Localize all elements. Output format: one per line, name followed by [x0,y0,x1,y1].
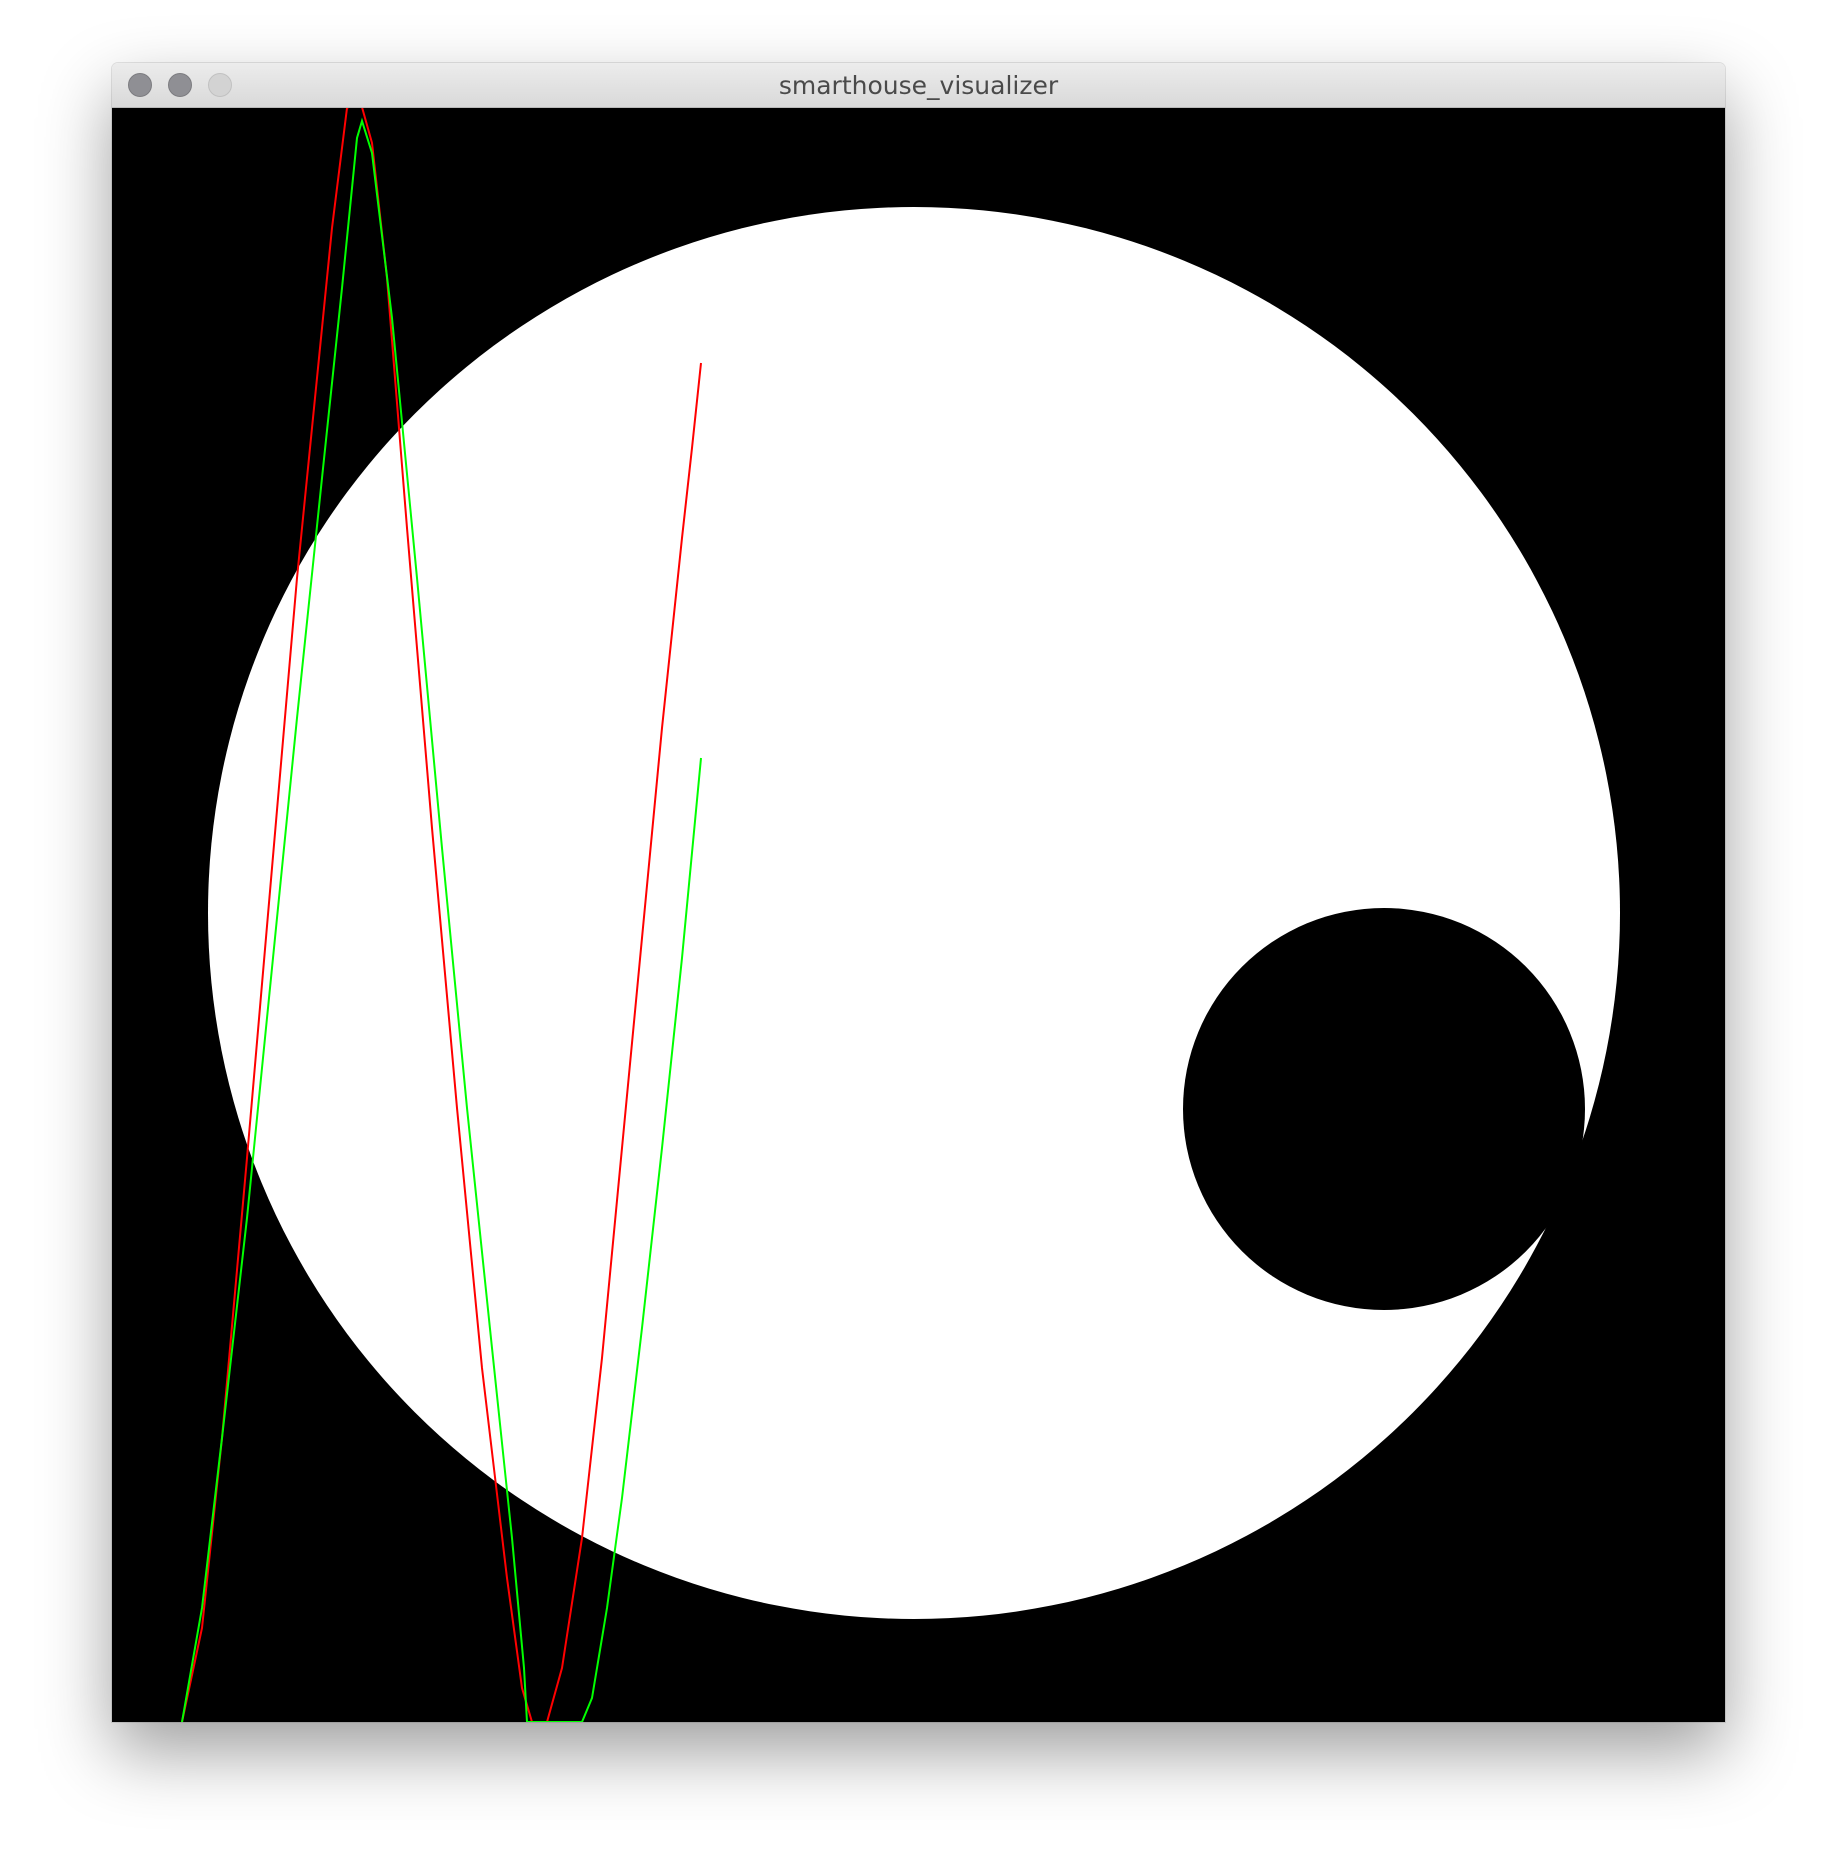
small-black-circle [1183,908,1585,1310]
red-trace [181,108,702,1722]
close-icon[interactable] [128,73,152,97]
minimize-icon[interactable] [168,73,192,97]
app-window: smarthouse_visualizer [112,63,1725,1722]
visualizer-canvas [112,108,1725,1722]
visualizer-drawing [181,108,1620,1722]
title-bar[interactable]: smarthouse_visualizer [112,63,1725,108]
window-title: smarthouse_visualizer [778,71,1059,100]
zoom-icon[interactable] [208,73,232,97]
green-trace [181,117,702,1722]
